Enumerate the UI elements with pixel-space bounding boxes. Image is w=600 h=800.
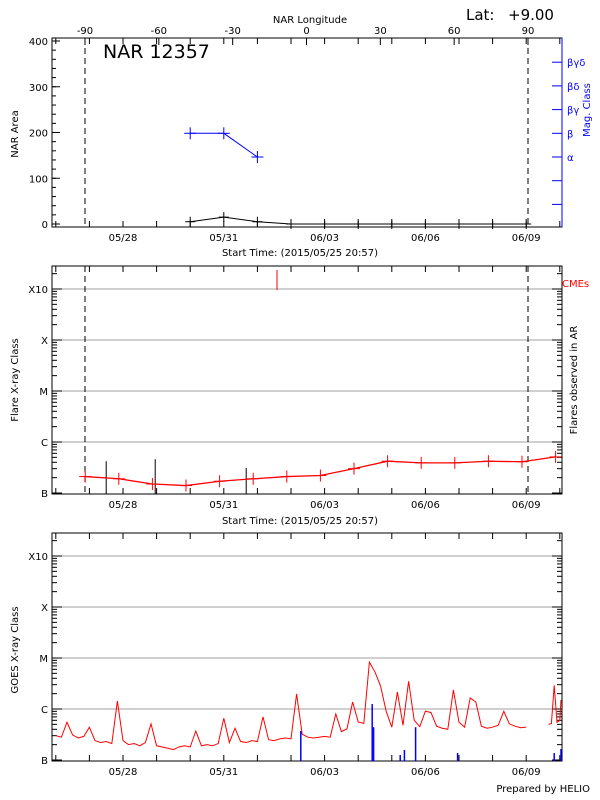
y-axis-label: GOES X-ray Class	[10, 606, 21, 693]
y-axis-label: Flare X-ray Class	[10, 338, 21, 422]
longitude-tick-label: 0	[303, 26, 309, 37]
x-tick-label: 05/31	[209, 233, 238, 244]
y-tick-label: C	[41, 438, 48, 449]
longitude-tick-label: -90	[77, 26, 93, 37]
plot-frame-2	[51, 265, 563, 495]
goes-flux-line	[55, 660, 527, 751]
prepared-by: Prepared by HELIO	[496, 784, 590, 795]
x-tick-label: 06/09	[512, 233, 541, 244]
x-tick-label: 05/31	[209, 767, 238, 778]
y-tick-label: B	[41, 756, 48, 767]
x-tick-label: 06/09	[512, 500, 541, 511]
x-tick-label: 06/06	[411, 233, 440, 244]
lat-value: +9.00	[508, 6, 554, 24]
y-tick-label: 200	[29, 129, 48, 140]
longitude-tick-label: 30	[374, 26, 387, 37]
x-axis-label: Start Time: (2015/05/25 20:57)	[222, 248, 378, 259]
right-axis-label: Flares observed in AR	[569, 326, 580, 435]
y-tick-label: 400	[29, 37, 48, 48]
y-tick-label: X	[41, 603, 48, 614]
x-axis-label: Start Time: (2015/05/25 20:57)	[222, 516, 378, 527]
x-tick-label: 06/03	[310, 233, 339, 244]
longitude-tick-label: 60	[448, 26, 461, 37]
mag-class-tick-label: βδ	[567, 82, 580, 93]
longitude-tick-label: -60	[151, 26, 167, 37]
mag-class-tick-label: βγδ	[567, 58, 585, 69]
mag-class-tick-label: α	[567, 153, 574, 164]
nar-title: NAR 12357	[103, 41, 210, 63]
y-tick-label: B	[41, 489, 48, 500]
x-tick-label: 06/06	[411, 500, 440, 511]
y-tick-label: X10	[28, 285, 48, 296]
y-tick-label: X	[41, 336, 48, 347]
mag-class-axis-label: Mag. Class	[582, 83, 593, 137]
chart-layer: 05/28 05/31 06/03 06/06 06/090100200300400-9…	[10, 15, 593, 778]
x-tick-label: 05/28	[109, 500, 138, 511]
x-tick-label: 06/03	[310, 767, 339, 778]
lat-label: Lat:	[466, 6, 494, 24]
y-axis-label: NAR Area	[10, 110, 21, 157]
y-tick-label: M	[39, 654, 48, 665]
x-tick-label: 05/31	[209, 500, 238, 511]
mag-class-tick-label: βγ	[567, 106, 579, 117]
y-tick-label: 300	[29, 83, 48, 94]
y-tick-label: X10	[28, 552, 48, 563]
x-tick-label: 06/06	[411, 767, 440, 778]
goes-flux-line	[548, 685, 562, 725]
longitude-axis-label: NAR Longitude	[273, 15, 347, 26]
y-tick-label: 0	[42, 220, 48, 231]
plot-frame-1	[51, 37, 563, 228]
longitude-tick-label: -30	[224, 26, 240, 37]
x-tick-label: 05/28	[109, 233, 138, 244]
cme-label: CMEs	[562, 279, 589, 290]
y-tick-label: M	[39, 387, 48, 398]
mag-class-tick-label: β	[567, 129, 573, 140]
x-tick-label: 06/09	[512, 767, 541, 778]
y-tick-label: C	[41, 705, 48, 716]
plot-frame-3	[51, 532, 563, 762]
x-tick-label: 05/28	[109, 767, 138, 778]
longitude-tick-label: 90	[522, 26, 535, 37]
x-tick-label: 06/03	[310, 500, 339, 511]
y-tick-label: 100	[29, 174, 48, 185]
